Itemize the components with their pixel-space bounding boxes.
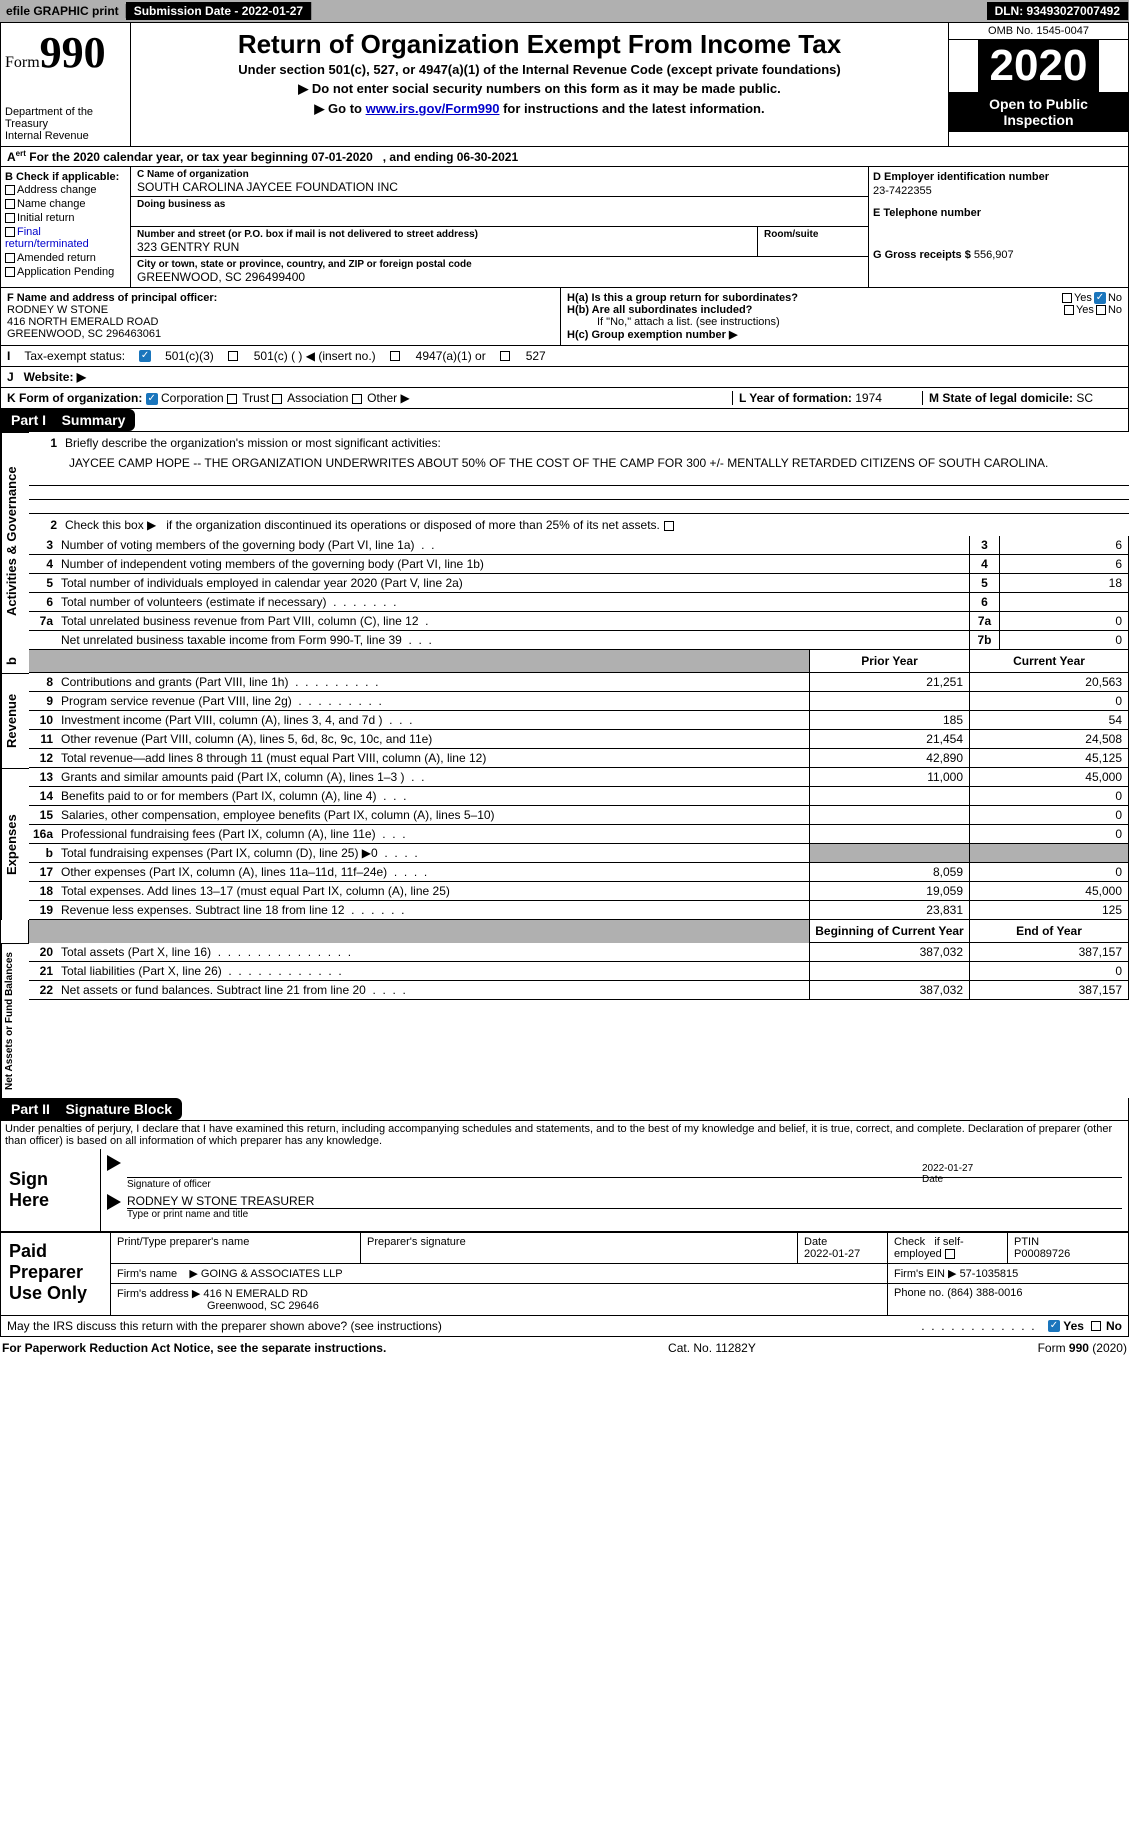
current-year-header: Current Year (969, 650, 1129, 673)
box-b: B Check if applicable: Address change Na… (1, 167, 131, 287)
side-tab-governance: Activities & Governance (1, 432, 29, 650)
side-tab-net-assets: Net Assets or Fund Balances (1, 943, 29, 1098)
street-address: 323 GENTRY RUN (137, 240, 751, 254)
k-l-m-row: K Form of organization: ✓ Corporation Tr… (0, 388, 1129, 409)
form-title: Return of Organization Exempt From Incom… (141, 29, 938, 60)
table-row: 12Total revenue—add lines 8 through 11 (… (29, 749, 1129, 768)
section-a-g: B Check if applicable: Address change Na… (0, 167, 1129, 288)
table-row: 16aProfessional fundraising fees (Part I… (29, 825, 1129, 844)
mission-text: JAYCEE CAMP HOPE -- THE ORGANIZATION UND… (29, 454, 1129, 472)
omb-number: OMB No. 1545-0047 (949, 23, 1128, 40)
form-header: Form990 Department of the Treasury Inter… (0, 22, 1129, 147)
table-row: Net unrelated business taxable income fr… (29, 631, 1129, 650)
sign-here-block: Sign Here Signature of officer 2022-01-2… (0, 1149, 1129, 1232)
dln-label: DLN: 93493027007492 (987, 2, 1129, 20)
table-row: 5Total number of individuals employed in… (29, 574, 1129, 593)
submission-date-btn[interactable]: Submission Date - 2022-01-27 (126, 2, 312, 20)
paid-preparer-block: Paid Preparer Use Only Print/Type prepar… (0, 1232, 1129, 1316)
check-icon: ✓ (1048, 1320, 1060, 1332)
firm-phone: (864) 388-0016 (947, 1287, 1022, 1299)
check-icon: ✓ (1094, 292, 1106, 304)
may-discuss-row: May the IRS discuss this return with the… (0, 1316, 1129, 1337)
irs-label: Internal Revenue (5, 130, 126, 142)
cal-year-line: Aert For the 2020 calendar year, or tax … (0, 147, 1129, 167)
top-bar: efile GRAPHIC print Submission Date - 20… (0, 0, 1129, 22)
form-990-logo: Form990 (5, 27, 126, 78)
table-row: 7aTotal unrelated business revenue from … (29, 612, 1129, 631)
table-row: 11Other revenue (Part VIII, column (A), … (29, 730, 1129, 749)
prior-year-header: Prior Year (809, 650, 969, 673)
efile-label: efile GRAPHIC print (0, 4, 126, 18)
check-icon: ✓ (139, 350, 151, 362)
revenue-section: Revenue 8Contributions and grants (Part … (0, 673, 1129, 768)
activities-governance: Activities & Governance 1 Briefly descri… (0, 432, 1129, 650)
header-sub1: Under section 501(c), 527, or 4947(a)(1)… (141, 60, 938, 79)
table-row: 6Total number of volunteers (estimate if… (29, 593, 1129, 612)
header-sub3: ▶ Go to www.irs.gov/Form990 for instruct… (141, 99, 938, 119)
city-address: GREENWOOD, SC 296499400 (137, 270, 862, 284)
part-ii-header: Part II Signature Block (1, 1098, 182, 1120)
org-name: SOUTH CAROLINA JAYCEE FOUNDATION INC (137, 180, 862, 194)
boy-header: Beginning of Current Year (809, 920, 969, 943)
table-row: 8Contributions and grants (Part VIII, li… (29, 673, 1129, 692)
arrow-icon (107, 1194, 121, 1210)
tax-year: 2020 (978, 40, 1100, 92)
table-row: 3Number of voting members of the governi… (29, 536, 1129, 555)
table-row: 14Benefits paid to or for members (Part … (29, 787, 1129, 806)
tax-exempt-row: I Tax-exempt status: ✓501(c)(3) 501(c) (… (0, 346, 1129, 367)
part-i-header: Part I Summary (1, 409, 135, 431)
table-row: 22Net assets or fund balances. Subtract … (29, 981, 1129, 1000)
dept-treasury: Department of the Treasury (5, 106, 126, 130)
arrow-icon (107, 1155, 121, 1171)
gross-receipts: 556,907 (974, 249, 1014, 261)
eoy-header: End of Year (969, 920, 1129, 943)
open-inspection: Open to Public Inspection (949, 92, 1128, 132)
table-row: 20Total assets (Part X, line 16) . . . .… (29, 943, 1129, 962)
perjury-declaration: Under penalties of perjury, I declare th… (0, 1121, 1129, 1149)
table-row: 4Number of independent voting members of… (29, 555, 1129, 574)
net-assets-section: Net Assets or Fund Balances 20Total asse… (0, 943, 1129, 1098)
firm-name: GOING & ASSOCIATES LLP (201, 1268, 343, 1280)
expenses-section: Expenses 13Grants and similar amounts pa… (0, 768, 1129, 920)
website-row: J Website: ▶ (0, 367, 1129, 388)
table-row: 13Grants and similar amounts paid (Part … (29, 768, 1129, 787)
principal-h-block: F Name and address of principal officer:… (0, 288, 1129, 346)
box-d-g: D Employer identification number 23-7422… (868, 167, 1128, 287)
table-row: 9Program service revenue (Part VIII, lin… (29, 692, 1129, 711)
firm-ein: 57-1035815 (960, 1268, 1019, 1280)
side-tab-revenue: Revenue (1, 673, 29, 768)
table-row: 19Revenue less expenses. Subtract line 1… (29, 901, 1129, 920)
ein: 23-7422355 (873, 183, 1124, 207)
officer-name: RODNEY W STONE (7, 304, 108, 316)
side-tab-expenses: Expenses (1, 768, 29, 920)
table-row: 17Other expenses (Part IX, column (A), l… (29, 863, 1129, 882)
table-row: bTotal fundraising expenses (Part IX, co… (29, 844, 1129, 863)
ptin: P00089726 (1014, 1248, 1070, 1260)
table-row: 10Investment income (Part VIII, column (… (29, 711, 1129, 730)
table-row: 15Salaries, other compensation, employee… (29, 806, 1129, 825)
table-row: 21Total liabilities (Part X, line 26) . … (29, 962, 1129, 981)
officer-printed-name: RODNEY W STONE TREASURER (127, 1194, 1122, 1208)
irs-link[interactable]: www.irs.gov/Form990 (366, 101, 500, 116)
check-icon: ✓ (146, 393, 158, 405)
box-c: C Name of organization SOUTH CAROLINA JA… (131, 167, 868, 287)
footer: For Paperwork Reduction Act Notice, see … (0, 1337, 1129, 1359)
header-sub2: ▶ Do not enter social security numbers o… (141, 79, 938, 99)
table-row: 18Total expenses. Add lines 13–17 (must … (29, 882, 1129, 901)
